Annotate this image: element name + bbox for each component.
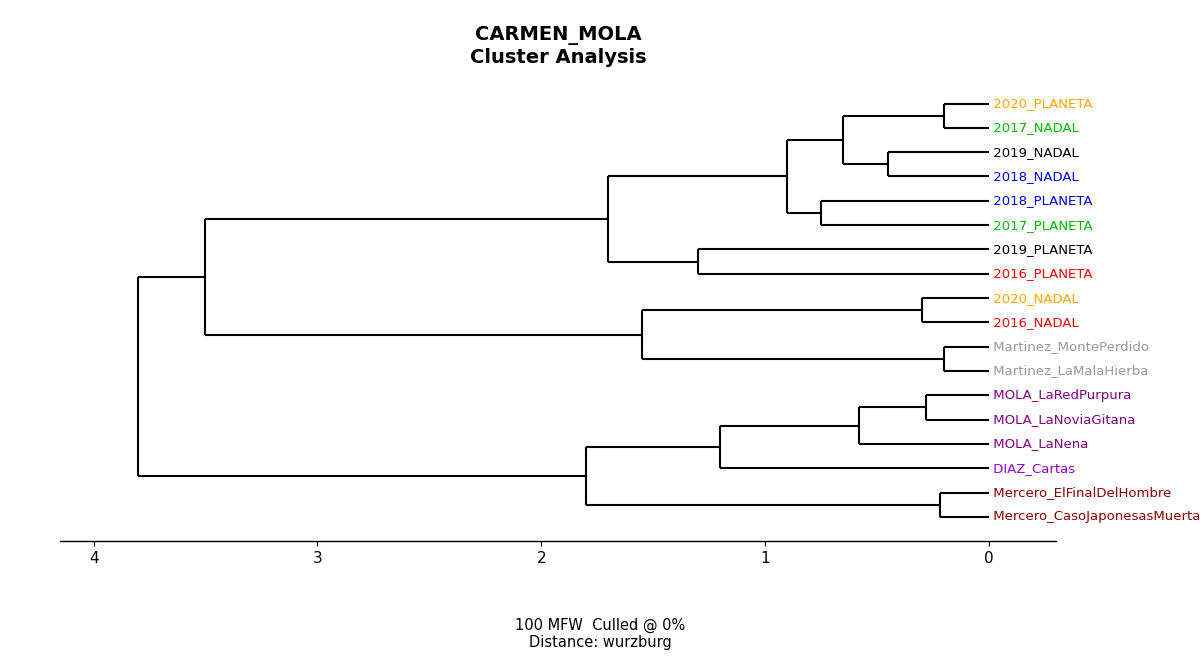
Text: 2017_NADAL: 2017_NADAL bbox=[989, 121, 1079, 135]
Text: DIAZ_Cartas: DIAZ_Cartas bbox=[989, 462, 1075, 475]
Text: 2017_PLANETA: 2017_PLANETA bbox=[989, 218, 1092, 232]
Text: 2018_NADAL: 2018_NADAL bbox=[989, 170, 1079, 183]
Text: 2019_NADAL: 2019_NADAL bbox=[989, 146, 1079, 158]
Text: MOLA_LaNoviaGitana: MOLA_LaNoviaGitana bbox=[989, 413, 1135, 426]
Text: Martinez_MontePerdido: Martinez_MontePerdido bbox=[989, 340, 1148, 353]
Text: 2020_PLANETA: 2020_PLANETA bbox=[989, 97, 1092, 110]
Text: 2016_NADAL: 2016_NADAL bbox=[989, 316, 1079, 329]
Text: 100 MFW  Culled @ 0%
Distance: wurzburg: 100 MFW Culled @ 0% Distance: wurzburg bbox=[515, 617, 685, 650]
Text: 2020_NADAL: 2020_NADAL bbox=[989, 292, 1079, 304]
Text: Mercero_ElFinalDelHombre: Mercero_ElFinalDelHombre bbox=[989, 486, 1171, 499]
Text: Mercero_CasoJaponesasMuertas: Mercero_CasoJaponesasMuertas bbox=[989, 510, 1200, 523]
Text: 2019_PLANETA: 2019_PLANETA bbox=[989, 243, 1092, 256]
Text: Martinez_LaMalaHierba: Martinez_LaMalaHierba bbox=[989, 364, 1148, 378]
Text: MOLA_LaRedPurpura: MOLA_LaRedPurpura bbox=[989, 389, 1132, 402]
Text: 2018_PLANETA: 2018_PLANETA bbox=[989, 194, 1092, 207]
Title: CARMEN_MOLA
Cluster Analysis: CARMEN_MOLA Cluster Analysis bbox=[469, 26, 647, 67]
Text: 2016_PLANETA: 2016_PLANETA bbox=[989, 267, 1092, 280]
Text: MOLA_LaNena: MOLA_LaNena bbox=[989, 438, 1088, 450]
